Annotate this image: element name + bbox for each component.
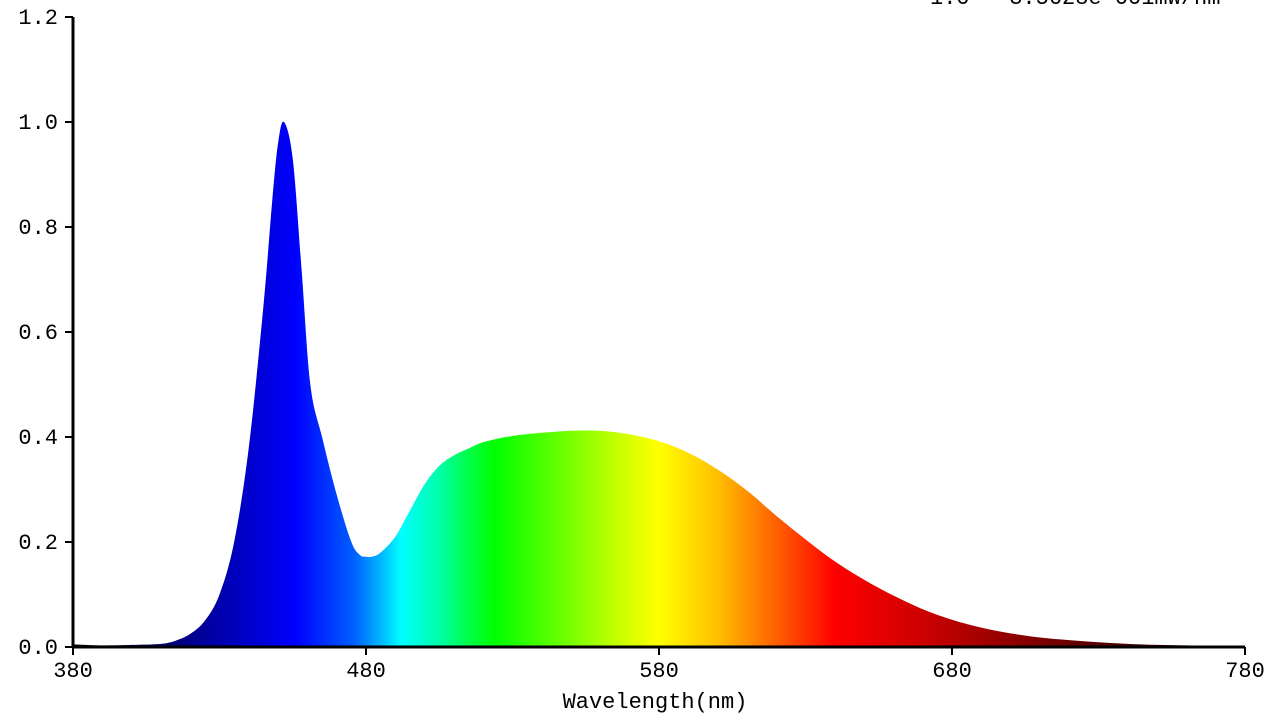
y-tick-label: 0.8: [18, 216, 58, 241]
x-tick-label: 580: [639, 659, 679, 684]
spectrum-area: [73, 121, 1245, 647]
x-axis-ticks: 380 480 580 680 780: [53, 647, 1265, 684]
y-tick-label: 0.0: [18, 636, 58, 661]
irradiance-scale-label: 1.0 = 3.5628e-001mW/nm: [930, 0, 1220, 11]
y-tick-label: 0.6: [18, 321, 58, 346]
x-tick-label: 480: [346, 659, 386, 684]
y-axis-ticks: 0.0 0.2 0.4 0.6 0.8 1.0 1.2: [18, 6, 73, 661]
y-tick-label: 1.2: [18, 6, 58, 31]
y-tick-label: 0.4: [18, 426, 58, 451]
x-tick-label: 380: [53, 659, 93, 684]
x-axis-title: Wavelength(nm): [563, 690, 748, 715]
y-tick-label: 0.2: [18, 531, 58, 556]
y-tick-label: 1.0: [18, 111, 58, 136]
x-tick-label: 780: [1225, 659, 1265, 684]
x-tick-label: 680: [932, 659, 972, 684]
